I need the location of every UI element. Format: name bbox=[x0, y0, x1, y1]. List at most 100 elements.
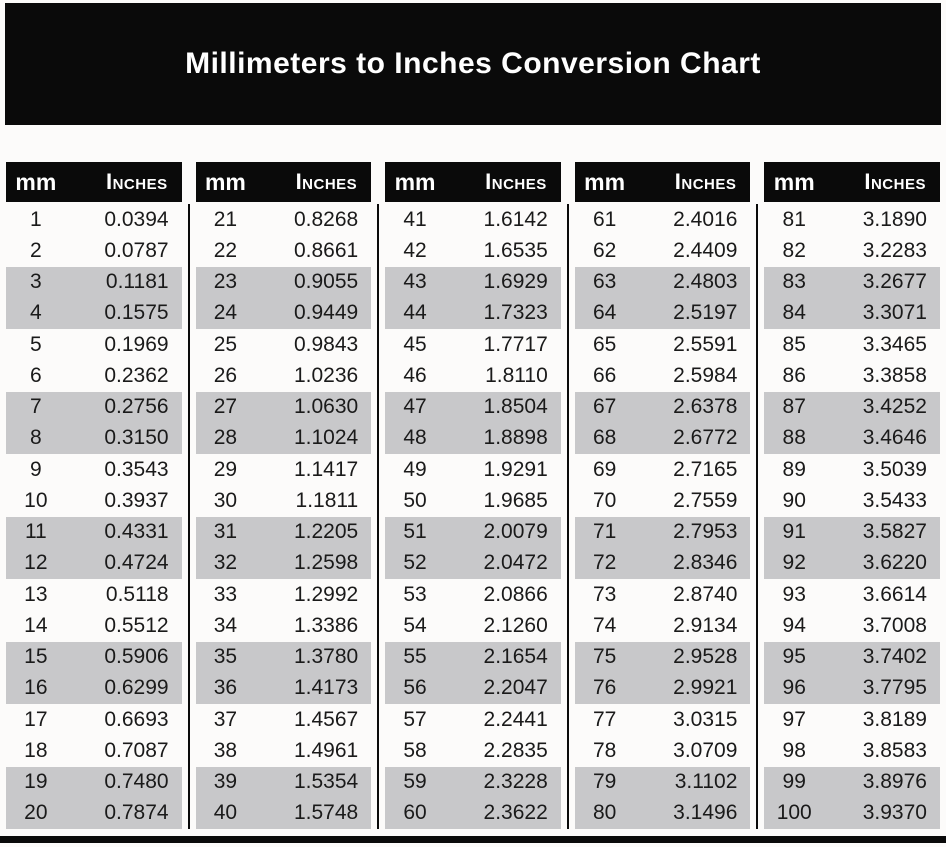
inches-value: 2.8740 bbox=[673, 582, 738, 606]
inches-value: 2.0079 bbox=[483, 520, 548, 544]
table-row: 19 0.7480 bbox=[6, 766, 182, 798]
inches-value: 0.5118 bbox=[105, 582, 169, 606]
table-column-group: mm Inches 61 2.4016 62 2.4409 63 2.4803 … bbox=[574, 162, 759, 829]
table-row: 81 3.1890 bbox=[764, 204, 940, 235]
mm-value: 75 bbox=[592, 645, 617, 669]
mm-value: 66 bbox=[592, 363, 617, 387]
inches-value: 0.3543 bbox=[104, 457, 169, 481]
inches-value: 3.8583 bbox=[862, 738, 927, 762]
mm-value: 39 bbox=[213, 770, 238, 794]
table-row: 63 2.4803 bbox=[574, 266, 751, 298]
inches-value: 2.3622 bbox=[483, 801, 548, 825]
table-row: 1 0.0394 bbox=[6, 204, 182, 235]
table-row: 100 3.9370 bbox=[764, 797, 940, 829]
table-row: 29 1.1417 bbox=[196, 454, 372, 485]
inches-value: 1.9685 bbox=[483, 488, 548, 512]
mm-header-label: mm bbox=[15, 168, 57, 195]
mm-value: 73 bbox=[592, 582, 617, 606]
table-row: 22 0.8661 bbox=[196, 235, 372, 266]
table-row: 48 1.8898 bbox=[385, 422, 561, 454]
table-row: 31 1.2205 bbox=[195, 516, 372, 548]
mm-value: 6 bbox=[30, 363, 42, 387]
inches-value: 0.1969 bbox=[104, 332, 169, 356]
inches-value: 3.2283 bbox=[862, 238, 927, 262]
table-row: 23 0.9055 bbox=[195, 266, 372, 298]
inches-value: 0.8268 bbox=[293, 207, 359, 231]
mm-value: 56 bbox=[403, 676, 427, 700]
inches-value: 2.1654 bbox=[483, 645, 548, 669]
mm-header-label: mm bbox=[394, 168, 436, 195]
inches-value: 0.7087 bbox=[104, 738, 169, 762]
mm-value: 36 bbox=[213, 676, 238, 700]
inches-value: 0.1575 bbox=[104, 301, 169, 325]
mm-value: 67 bbox=[592, 395, 617, 419]
table-row: 60 2.3622 bbox=[385, 797, 561, 829]
mm-value: 2 bbox=[30, 238, 42, 262]
inches-value: 2.2047 bbox=[483, 676, 548, 700]
inches-value: 0.9055 bbox=[293, 270, 359, 294]
mm-value: 25 bbox=[213, 332, 238, 356]
mm-header-label: mm bbox=[204, 168, 246, 195]
table-row: 90 3.5433 bbox=[764, 485, 940, 516]
column-divider-line bbox=[187, 204, 190, 829]
inches-value: 1.4961 bbox=[293, 738, 359, 762]
inches-value: 3.0315 bbox=[673, 707, 738, 731]
mm-value: 72 bbox=[592, 551, 617, 575]
inches-value: 2.9921 bbox=[673, 676, 738, 700]
mm-value: 3 bbox=[30, 270, 42, 294]
table-column-group: mm Inches 1 0.0394 2 0.0787 3 0.1181 4 0… bbox=[6, 162, 190, 829]
inches-value: 3.3858 bbox=[862, 363, 927, 387]
mm-value: 87 bbox=[782, 395, 806, 419]
inches-value: 1.1024 bbox=[293, 426, 359, 450]
mm-value: 30 bbox=[213, 488, 238, 512]
inches-value: 3.5433 bbox=[862, 488, 927, 512]
mm-value: 20 bbox=[24, 801, 48, 825]
mm-value: 54 bbox=[403, 613, 427, 637]
inches-value: 3.7795 bbox=[862, 676, 927, 700]
mm-value: 29 bbox=[213, 457, 238, 481]
mm-value: 70 bbox=[592, 488, 617, 512]
mm-value: 65 bbox=[592, 332, 617, 356]
inches-value: 1.8504 bbox=[483, 395, 548, 419]
inches-value: 0.5906 bbox=[104, 645, 169, 669]
mm-value: 84 bbox=[782, 301, 806, 325]
table-row: 30 1.1811 bbox=[196, 485, 372, 516]
mm-value: 23 bbox=[213, 270, 238, 294]
mm-value: 1 bbox=[30, 207, 42, 231]
table-row: 49 1.9291 bbox=[385, 454, 561, 485]
mm-value: 100 bbox=[776, 801, 812, 825]
table-row: 36 1.4173 bbox=[195, 672, 372, 704]
mm-value: 90 bbox=[782, 488, 806, 512]
mm-value: 15 bbox=[24, 645, 48, 669]
column-group-header: mm Inches bbox=[764, 162, 940, 202]
mm-value: 37 bbox=[213, 707, 238, 731]
inches-value: 3.5827 bbox=[862, 520, 927, 544]
inches-value: 1.7323 bbox=[483, 301, 548, 325]
table-row: 87 3.4252 bbox=[764, 391, 940, 423]
mm-header-label: mm bbox=[584, 168, 626, 195]
inches-value: 3.7008 bbox=[862, 613, 927, 637]
mm-value: 13 bbox=[24, 582, 48, 606]
mm-value: 62 bbox=[592, 238, 617, 262]
mm-value: 77 bbox=[592, 707, 617, 731]
mm-value: 86 bbox=[782, 363, 806, 387]
inches-value: 1.0630 bbox=[293, 395, 359, 419]
table-row: 25 0.9843 bbox=[196, 329, 372, 360]
mm-value: 26 bbox=[213, 363, 238, 387]
mm-value: 51 bbox=[403, 520, 427, 544]
mm-value: 19 bbox=[24, 770, 48, 794]
table-row: 99 3.8976 bbox=[764, 766, 940, 798]
table-row: 50 1.9685 bbox=[385, 485, 561, 516]
column-group-rows: 61 2.4016 62 2.4409 63 2.4803 64 2.5197 … bbox=[574, 204, 751, 829]
mm-value: 31 bbox=[213, 520, 238, 544]
table-row: 67 2.6378 bbox=[574, 391, 751, 423]
mm-value: 52 bbox=[403, 551, 427, 575]
mm-value: 18 bbox=[24, 738, 48, 762]
inches-value: 0.3937 bbox=[104, 488, 169, 512]
column-group-header: mm Inches bbox=[195, 162, 372, 202]
inches-header-label: Inches bbox=[105, 169, 168, 194]
mm-value: 69 bbox=[592, 457, 617, 481]
inches-value: 1.3780 bbox=[293, 645, 359, 669]
mm-value: 81 bbox=[782, 207, 806, 231]
mm-value: 4 bbox=[30, 301, 42, 325]
